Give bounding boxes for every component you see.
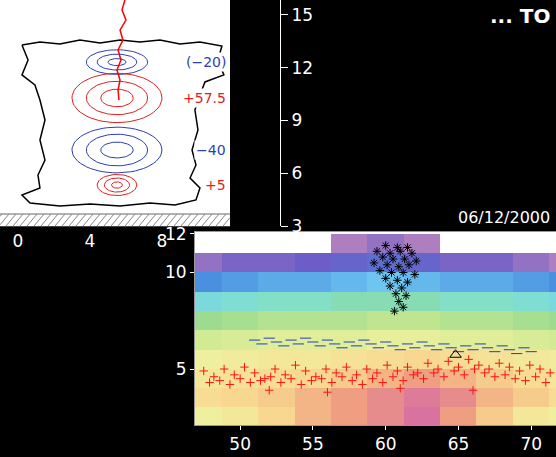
svg-text:+5: +5	[205, 177, 226, 193]
svg-text:9: 9	[291, 110, 302, 130]
svg-text:60: 60	[375, 434, 397, 454]
svg-text:0: 0	[13, 231, 24, 251]
svg-text:6: 6	[291, 163, 302, 183]
svg-text:55: 55	[302, 434, 324, 454]
svg-text:4: 4	[85, 231, 96, 251]
svg-text:... TO: ... TO	[490, 4, 550, 28]
svg-text:12: 12	[291, 58, 313, 78]
svg-text:3: 3	[291, 216, 302, 236]
svg-text:15: 15	[291, 5, 313, 25]
svg-text:(−20): (−20)	[186, 54, 226, 70]
svg-text:50: 50	[229, 434, 251, 454]
svg-text:65: 65	[448, 434, 470, 454]
svg-text:5: 5	[176, 359, 187, 379]
svg-text:8: 8	[157, 231, 168, 251]
svg-text:+57.5: +57.5	[183, 90, 226, 106]
svg-text:12: 12	[165, 224, 187, 244]
svg-text:10: 10	[165, 262, 187, 282]
svg-text:70: 70	[520, 434, 542, 454]
svg-text:06/12/2000: 06/12/2000	[458, 208, 550, 227]
svg-text:−40: −40	[196, 142, 226, 158]
